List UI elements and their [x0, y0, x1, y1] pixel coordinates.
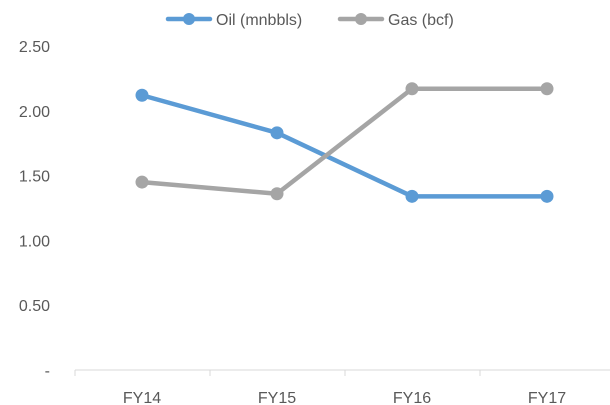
data-point [405, 189, 419, 203]
y-tick-label: - [45, 363, 50, 380]
y-tick-label: 0.50 [19, 298, 50, 315]
data-point [540, 189, 554, 203]
legend-swatch-marker [183, 13, 195, 25]
data-point [540, 82, 554, 96]
legend: Oil (mnbbls) Gas (bcf) [165, 12, 454, 29]
data-point [135, 175, 149, 189]
data-point [270, 126, 284, 140]
legend-swatch-marker [355, 13, 367, 25]
y-tick-label: 1.00 [19, 233, 50, 250]
legend-item: Gas (bcf) [337, 12, 454, 29]
y-tick-label: 2.50 [19, 39, 50, 56]
series-line [139, 86, 550, 196]
x-tick-label: FY16 [393, 390, 431, 405]
x-tick-label: FY17 [528, 390, 566, 405]
legend-item: Oil (mnbbls) [165, 12, 302, 29]
x-tick-label: FY15 [258, 390, 296, 405]
y-axis: - 0.50 1.00 1.50 2.00 2.50 [19, 39, 50, 380]
y-tick-label: 2.00 [19, 104, 50, 121]
x-tick-label: FY14 [123, 390, 161, 405]
series-gas [135, 82, 554, 201]
series-oil [135, 88, 554, 203]
data-point [135, 88, 149, 102]
series-line [139, 92, 550, 199]
legend-label: Oil (mnbbls) [216, 12, 302, 29]
plot-area [135, 82, 554, 203]
data-point [405, 82, 419, 96]
legend-label: Gas (bcf) [388, 12, 454, 29]
x-axis: FY14 FY15 FY16 FY17 [74, 369, 610, 405]
data-point [270, 187, 284, 201]
y-tick-label: 1.50 [19, 169, 50, 186]
